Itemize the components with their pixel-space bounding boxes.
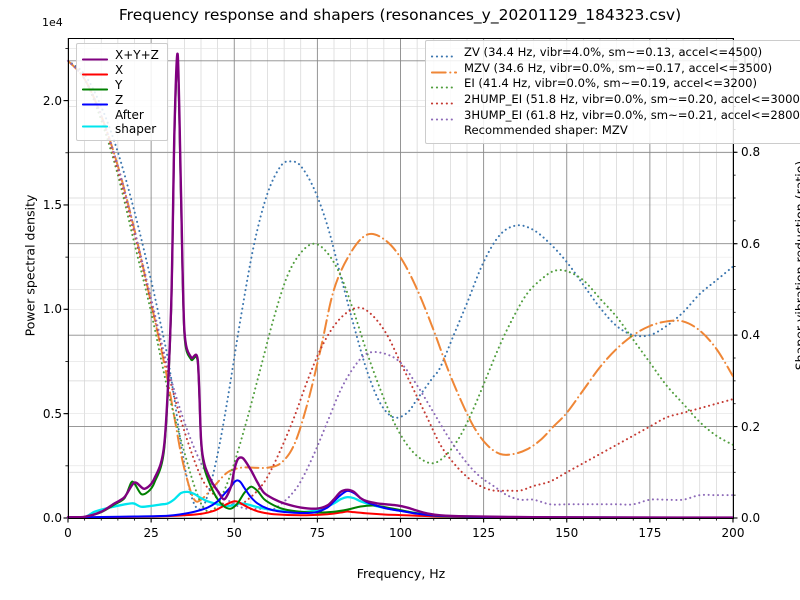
legend-item-label: After shaper (115, 108, 157, 136)
legend-line-sample (81, 125, 109, 128)
recommended-shaper-note: Recommended shaper: MZV (464, 122, 628, 137)
shaper-curve-3hump_ei (67, 59, 734, 511)
psd-curve-x-y-z (66, 52, 735, 519)
psd-curves (66, 52, 735, 519)
x-tick-label: 200 (721, 526, 745, 540)
legend-line-sample (430, 102, 458, 105)
legend-line-sample (430, 55, 458, 58)
x-tick-label: 150 (555, 526, 579, 540)
x-tick-label: 0 (64, 526, 72, 540)
y-tick-label-left: 1.5 (42, 197, 62, 212)
legend-item-label: X (115, 63, 124, 77)
legend-item-mzv[interactable]: MZV (34.6 Hz, vibr=0.0%, sm~=0.17, accel… (430, 60, 800, 77)
legend-item-3hump_ei[interactable]: 3HUMP_EI (61.8 Hz, vibr=0.0%, sm~=0.21, … (430, 107, 800, 123)
legend-swatch-icon (81, 65, 109, 76)
y-axis-offset-text: 1e4 (42, 16, 63, 29)
legend-item-ei[interactable]: EI (41.4 Hz, vibr=0.0%, sm~=0.19, accel<… (430, 76, 800, 92)
legend-item-x-y-z[interactable]: X+Y+Z (81, 48, 161, 63)
legend-swatch-icon (81, 50, 109, 61)
legend-item-label: Z (115, 93, 124, 107)
y-tick-label-left: 0.0 (42, 511, 62, 525)
axis-spine-left (68, 38, 70, 518)
x-tick-label: 50 (226, 526, 242, 540)
legend-item-label: X+Y+Z (115, 48, 159, 62)
y-tick-label-left: 0.5 (42, 406, 62, 421)
y-axis-left-label: Power spectral density (22, 194, 38, 337)
legend-swatch-icon (430, 47, 458, 58)
legend-line-sample (430, 118, 458, 121)
legend-shapers: ZV (34.4 Hz, vibr=4.0%, sm~=0.13, accel<… (425, 40, 800, 144)
y-tick-label-right: 0.6 (741, 236, 761, 251)
legend-swatch-icon (430, 78, 458, 90)
legend-swatch-icon (81, 117, 109, 128)
legend-line-sample (81, 73, 109, 76)
y-tick-label-right: 0.4 (741, 328, 761, 343)
legend-swatch-icon (430, 94, 458, 105)
legend-item-x[interactable]: X (81, 63, 161, 78)
x-tick-label: 75 (309, 526, 326, 540)
legend-line-sample (430, 71, 458, 74)
legend-item-label: 2HUMP_EI (51.8 Hz, vibr=0.0%, sm~=0.20, … (464, 92, 800, 107)
y-tick-label-right: 0.2 (741, 419, 761, 434)
legend-item-zv[interactable]: ZV (34.4 Hz, vibr=4.0%, sm~=0.13, accel<… (430, 45, 800, 61)
legend-item-z[interactable]: Z (81, 93, 161, 108)
y-tick-label-right: 0.8 (741, 145, 761, 160)
axis-spine-top (68, 38, 734, 40)
x-tick-label: 25 (143, 526, 159, 540)
legend-swatch-icon (430, 110, 458, 121)
axis-spine-right (733, 38, 735, 518)
legend-line-sample (430, 86, 458, 90)
shaper-curves (67, 59, 734, 513)
x-tick-label: 175 (638, 526, 662, 540)
psd-curve-z (67, 479, 734, 519)
legend-swatch-icon (430, 63, 458, 74)
legend-item-label: EI (41.4 Hz, vibr=0.0%, sm~=0.19, accel<… (464, 76, 757, 91)
shaper-curve-2hump_ei (67, 59, 734, 506)
x-axis-label: Frequency, Hz (356, 566, 446, 581)
legend-swatch-icon (81, 95, 109, 106)
y-tick-label-left: 2.0 (42, 93, 62, 108)
legend-item-label: Y (115, 78, 123, 92)
legend-item-label: 3HUMP_EI (61.8 Hz, vibr=0.0%, sm~=0.21, … (464, 107, 800, 122)
legend-item-label: ZV (34.4 Hz, vibr=4.0%, sm~=0.13, accel<… (464, 45, 763, 60)
legend-item-y[interactable]: Y (81, 78, 161, 93)
legend-line-sample (81, 58, 109, 61)
legend-swatch-icon (81, 80, 109, 91)
y-tick-label-right: 0.0 (741, 511, 761, 525)
legend-line-sample (81, 88, 109, 91)
y-tick-label-left: 1.0 (42, 302, 62, 317)
chart-title: Frequency response and shapers (resonanc… (118, 6, 682, 24)
legend-item-after-shaper[interactable]: After shaper (81, 108, 161, 136)
x-tick-label: 100 (389, 526, 412, 540)
legend-psd: X+Y+Z X Y Z After shaper (76, 43, 168, 141)
legend-line-sample (81, 103, 109, 106)
shaper-curve-zv (67, 59, 734, 511)
axis-spine-bottom (68, 518, 734, 520)
legend-item-label: MZV (34.6 Hz, vibr=0.0%, sm~=0.17, accel… (464, 60, 773, 75)
x-tick-label: 125 (472, 526, 496, 540)
legend-item-2hump_ei[interactable]: 2HUMP_EI (51.8 Hz, vibr=0.0%, sm~=0.20, … (430, 92, 800, 108)
psd-curve-x (67, 500, 734, 519)
